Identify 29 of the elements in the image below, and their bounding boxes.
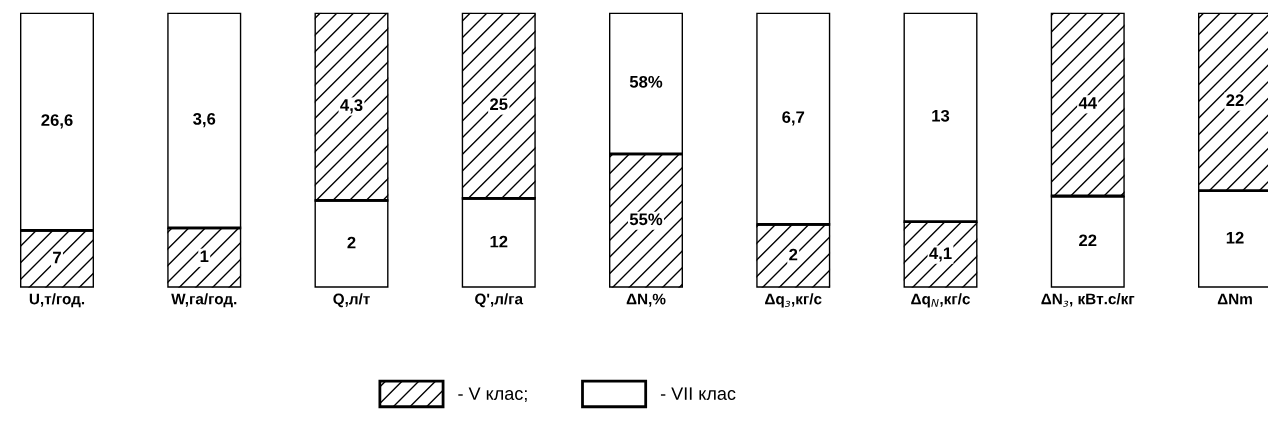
data-label: 13 xyxy=(932,109,950,122)
data-label: 44 xyxy=(1078,97,1097,109)
x-tick-label: ΔN$_{з}$, кВт.с/кг xyxy=(1041,293,1135,307)
x-tick-label: Δq$_{з}$,кг/с xyxy=(765,293,822,308)
data-label: 3,6 xyxy=(193,112,216,128)
data-label: 12 xyxy=(490,235,508,248)
x-tick-label: Δq$_{N}$,кг/с xyxy=(911,293,970,308)
data-label: 2 xyxy=(789,248,798,261)
x-tick-label: ΔN,% xyxy=(626,293,666,307)
x-tick-label: Q,л/т xyxy=(333,293,370,308)
x-tick-label: ΔNm xyxy=(1217,293,1252,305)
data-label: 55% xyxy=(629,213,663,226)
data-label: 4,1 xyxy=(929,247,952,262)
x-tick-label: Q',л/га xyxy=(475,293,524,308)
x-tick-label: W,га/год. xyxy=(171,293,237,308)
data-label: 7 xyxy=(53,251,61,264)
data-label: 12 xyxy=(1226,231,1244,244)
data-label: 58% xyxy=(629,75,663,88)
data-label: 25 xyxy=(490,98,508,111)
x-tick-label: U,т/год. xyxy=(29,293,85,308)
legend-label: - VII клас xyxy=(660,387,736,400)
data-label: 1 xyxy=(200,250,209,263)
data-label: 22 xyxy=(1079,234,1097,247)
data-label: 6,7 xyxy=(782,111,805,126)
data-label: 26,6 xyxy=(41,114,73,129)
data-label: 22 xyxy=(1226,94,1244,106)
legend-label: - V клас; xyxy=(458,387,527,403)
data-label: 2 xyxy=(347,236,356,249)
data-label: 4,3 xyxy=(340,99,363,114)
